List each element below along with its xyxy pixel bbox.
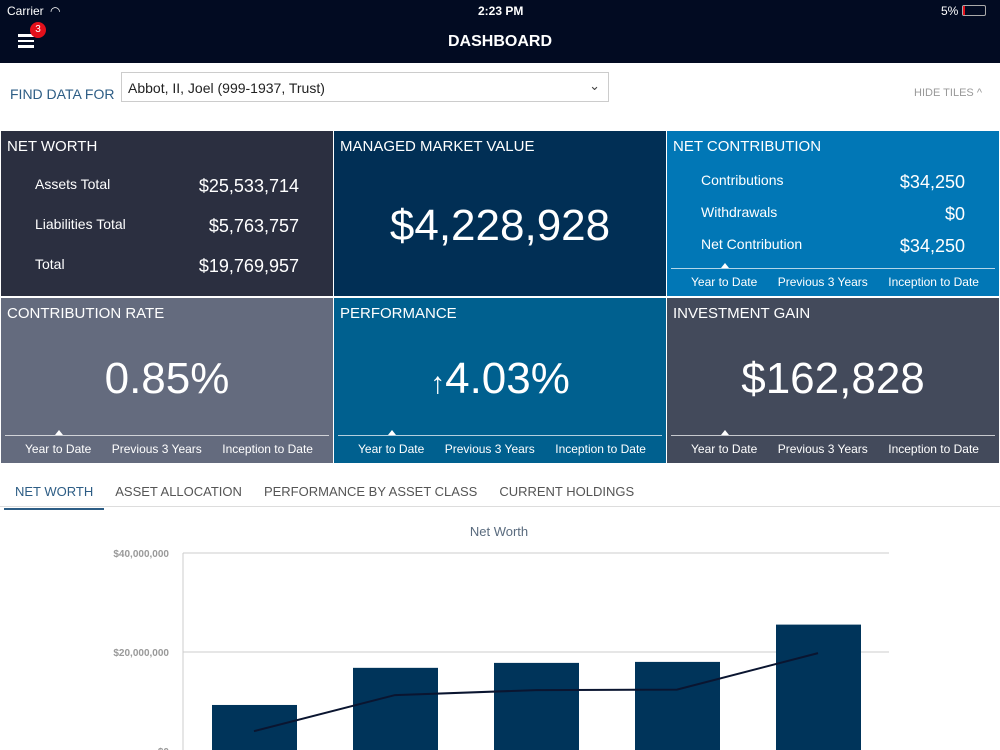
value: $5,763,757 xyxy=(208,216,299,236)
tab-current-holdings[interactable]: CURRENT HOLDINGS xyxy=(499,484,635,499)
bar xyxy=(353,667,438,750)
value: $0 xyxy=(944,204,965,224)
battery-icon xyxy=(962,5,986,16)
value: $25,533,714 xyxy=(198,176,299,196)
bar xyxy=(212,704,297,750)
notification-badge: 3 xyxy=(30,22,46,38)
row-liabilities: Liabilities Total $5,763,757 xyxy=(35,216,299,237)
tab-inception[interactable]: Inception to Date xyxy=(888,275,979,289)
tile-title: NET CONTRIBUTION xyxy=(673,138,822,155)
tile-managed-market-value[interactable]: MANAGED MARKET VALUE $4,228,928 xyxy=(334,131,666,296)
chevron-up-icon: ^ xyxy=(976,87,982,99)
tile-title: NET WORTH xyxy=(7,138,98,155)
label: Assets Total xyxy=(35,176,111,192)
wifi-icon: ◠ xyxy=(50,4,61,18)
tile-investment-gain[interactable]: INVESTMENT GAIN $162,828 Year to Date Pre… xyxy=(667,298,999,463)
tile-title: CONTRIBUTION RATE xyxy=(7,305,165,322)
tile-contribution-rate[interactable]: CONTRIBUTION RATE 0.85% Year to Date Prev… xyxy=(1,298,333,463)
bar xyxy=(776,624,861,750)
tab-3y[interactable]: Previous 3 Years xyxy=(444,442,535,456)
chevron-down-icon: ⌄ xyxy=(589,78,600,93)
tile-net-contribution[interactable]: NET CONTRIBUTION Contributions $34,250 Wi… xyxy=(667,131,999,296)
tab-inception[interactable]: Inception to Date xyxy=(222,442,313,456)
row-net-contribution: Net Contribution $34,250 xyxy=(701,236,965,257)
hide-tiles-button[interactable]: HIDE TILES ^ xyxy=(914,87,982,99)
status-bar: Carrier ◠ 2:23 PM 5% xyxy=(0,0,1000,22)
label: Liabilities Total xyxy=(35,216,126,232)
performance-value: 4.03% xyxy=(445,354,570,403)
tab-net-worth[interactable]: NET WORTH xyxy=(4,476,105,510)
tile-title: INVESTMENT GAIN xyxy=(673,305,811,322)
net-worth-chart: Net Worth $40,000,000 $20,000,000 $0 xyxy=(113,524,889,750)
period-tabs: Year to Date Previous 3 Years Inception to… xyxy=(5,430,329,463)
account-select[interactable]: Abbot, II, Joel (999-1937, Trust) ⌄ xyxy=(121,72,609,102)
tab-ytd[interactable]: Year to Date xyxy=(358,442,425,456)
period-tabs: Year to Date Previous 3 Years Inception to… xyxy=(671,263,995,296)
tile-title: MANAGED MARKET VALUE xyxy=(340,138,535,155)
chart-tabs: NET WORTH ASSET ALLOCATION PERFORMANCE B… xyxy=(4,476,645,510)
tab-3y[interactable]: Previous 3 Years xyxy=(777,442,868,456)
tile-value: $162,828 xyxy=(741,354,925,403)
battery-percent: 5% xyxy=(941,4,959,18)
y-tick-label: $20,000,000 xyxy=(113,648,169,659)
divider xyxy=(0,506,1000,507)
row-total: Total $19,769,957 xyxy=(35,256,299,277)
value: $19,769,957 xyxy=(198,256,299,276)
page-title: DASHBOARD xyxy=(448,33,552,50)
tile-value: 0.85% xyxy=(104,354,230,403)
account-select-value: Abbot, II, Joel (999-1937, Trust) xyxy=(128,80,325,96)
value: $34,250 xyxy=(899,236,965,256)
hide-tiles-label: HIDE TILES xyxy=(914,87,974,99)
value: $34,250 xyxy=(899,172,965,192)
find-data-label: FIND DATA FOR xyxy=(10,86,115,102)
row-assets: Assets Total $25,533,714 xyxy=(35,176,299,197)
tile-performance[interactable]: PERFORMANCE ↑4.03% Year to Date Previous … xyxy=(334,298,666,463)
period-tabs: Year to Date Previous 3 Years Inception to… xyxy=(671,430,995,463)
row-withdrawals: Withdrawals $0 xyxy=(701,204,965,225)
period-tabs: Year to Date Previous 3 Years Inception to… xyxy=(338,430,662,463)
bar xyxy=(635,661,720,750)
tile-value: ↑4.03% xyxy=(334,354,666,404)
label: Net Contribution xyxy=(701,236,803,252)
row-contributions: Contributions $34,250 xyxy=(701,172,965,193)
label: Total xyxy=(35,256,65,272)
nav-bar: 3 DASHBOARD xyxy=(0,22,1000,63)
tab-3y[interactable]: Previous 3 Years xyxy=(111,442,202,456)
clock: 2:23 PM xyxy=(478,4,524,18)
bar xyxy=(494,662,579,750)
tab-ytd[interactable]: Year to Date xyxy=(25,442,92,456)
tab-ytd[interactable]: Year to Date xyxy=(691,275,758,289)
tab-inception[interactable]: Inception to Date xyxy=(888,442,979,456)
tab-performance-by-asset-class[interactable]: PERFORMANCE BY ASSET CLASS xyxy=(263,484,478,499)
tile-title: PERFORMANCE xyxy=(340,305,457,322)
menu-icon[interactable] xyxy=(18,34,34,48)
carrier: Carrier xyxy=(7,4,44,18)
tab-asset-allocation[interactable]: ASSET ALLOCATION xyxy=(115,484,242,499)
arrow-up-icon: ↑ xyxy=(430,367,446,400)
tile-value: $4,228,928 xyxy=(389,201,611,250)
label: Withdrawals xyxy=(701,204,778,220)
tab-ytd[interactable]: Year to Date xyxy=(691,442,758,456)
y-tick-label: $0 xyxy=(158,747,170,750)
y-tick-label: $40,000,000 xyxy=(113,549,169,560)
chart-title: Net Worth xyxy=(470,524,528,539)
tab-3y[interactable]: Previous 3 Years xyxy=(777,275,868,289)
tab-inception[interactable]: Inception to Date xyxy=(555,442,646,456)
label: Contributions xyxy=(701,172,784,188)
tile-net-worth[interactable]: NET WORTH Assets Total $25,533,714 Liabil… xyxy=(1,131,333,296)
